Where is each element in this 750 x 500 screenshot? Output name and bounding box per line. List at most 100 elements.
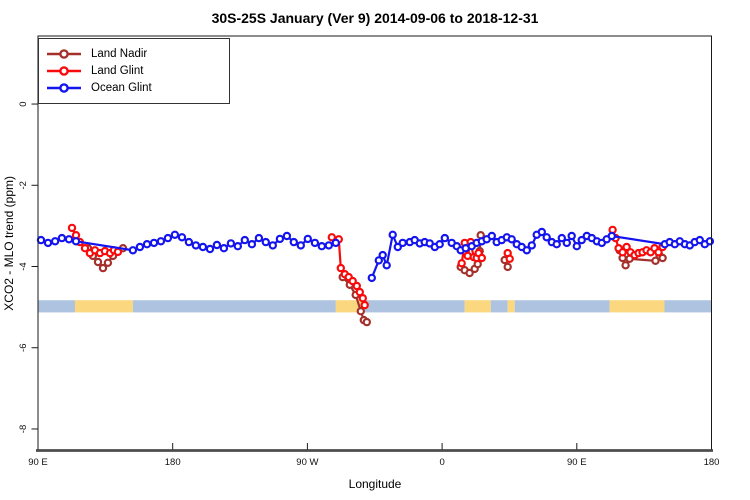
data-point-ocean-glint	[177, 233, 187, 242]
data-point-land-nadir	[465, 268, 474, 278]
data-point-ocean-glint	[567, 231, 576, 241]
data-point-land-nadir	[658, 253, 667, 263]
data-point-ocean-glint	[205, 244, 215, 254]
data-point-land-nadir	[103, 258, 113, 267]
data-point-ocean-glint	[247, 239, 257, 249]
data-point-ocean-glint	[382, 261, 391, 270]
data-point-ocean-glint	[170, 230, 180, 239]
data-point-land-glint	[622, 242, 631, 252]
data-point-ocean-glint	[705, 237, 715, 246]
data-point-land-glint	[80, 243, 90, 253]
surface-band-ocean-segment	[361, 300, 465, 313]
x-tick-label: 0	[439, 457, 444, 468]
data-point-ocean-glint	[378, 250, 387, 260]
legend: Land Nadir Land Glint Ocean Glint	[38, 38, 230, 104]
data-point-land-nadir	[621, 261, 630, 270]
data-point-ocean-glint	[577, 235, 586, 245]
data-point-ocean-glint	[367, 273, 376, 283]
data-point-ocean-glint	[324, 241, 333, 250]
data-point-land-glint	[505, 254, 514, 263]
data-point-ocean-glint	[156, 237, 166, 246]
data-point-ocean-glint	[393, 242, 402, 252]
data-point-land-glint	[360, 300, 369, 310]
data-point-land-glint	[654, 248, 663, 257]
data-point-land-nadir	[98, 263, 108, 273]
y-tick-label: -8	[18, 425, 29, 433]
legend-item-land-nadir: Land Nadir	[46, 46, 229, 62]
data-point-ocean-glint	[261, 237, 270, 247]
data-point-ocean-glint	[149, 238, 159, 248]
data-point-land-glint	[113, 247, 123, 257]
data-point-ocean-glint	[398, 238, 407, 248]
data-point-ocean-glint	[128, 246, 138, 255]
legend-label: Ocean Glint	[91, 82, 152, 94]
data-point-ocean-glint	[191, 241, 201, 250]
y-tick-label: -4	[18, 262, 29, 270]
data-point-ocean-glint	[43, 238, 53, 248]
data-point-ocean-glint	[552, 239, 561, 249]
data-point-ocean-glint	[542, 233, 551, 242]
data-point-ocean-glint	[240, 235, 249, 245]
surface-band-land-segment	[74, 300, 133, 313]
data-point-ocean-glint	[303, 234, 312, 244]
data-point-ocean-glint	[374, 256, 383, 265]
data-point-ocean-glint	[388, 230, 397, 239]
data-point-ocean-glint	[64, 235, 74, 244]
data-point-ocean-glint	[226, 239, 236, 248]
data-point-ocean-glint	[142, 239, 152, 249]
y-tick-label: 0	[18, 101, 29, 106]
surface-band-ocean-segment	[514, 300, 610, 313]
surface-band-ocean-segment	[132, 300, 336, 313]
data-point-ocean-glint	[184, 237, 194, 247]
data-point-ocean-glint	[254, 233, 264, 243]
data-point-ocean-glint	[522, 246, 532, 255]
surface-band-ocean-segment	[490, 300, 508, 313]
data-point-ocean-glint	[57, 233, 67, 243]
data-point-ocean-glint	[557, 233, 567, 243]
data-point-ocean-glint	[198, 242, 208, 252]
data-point-land-glint	[352, 281, 361, 291]
data-point-land-glint	[67, 223, 77, 233]
x-tick-label: 90 E	[28, 457, 48, 468]
surface-band-land-segment	[609, 300, 665, 313]
data-point-ocean-glint	[268, 241, 277, 250]
y-axis-title-text: XCO2 - MLO trend (ppm)	[2, 176, 16, 311]
surface-band-land-segment	[507, 300, 515, 313]
data-point-ocean-glint	[296, 241, 305, 250]
x-tick-label: 90 E	[567, 457, 587, 468]
x-tick-label: 180	[165, 457, 181, 468]
ocean-glint-marker-icon	[47, 83, 81, 93]
surface-band-ocean-segment	[664, 300, 712, 313]
data-point-ocean-glint	[275, 234, 285, 244]
data-point-ocean-glint	[317, 241, 326, 251]
data-point-land-glint	[358, 294, 367, 303]
data-point-ocean-glint	[212, 240, 222, 250]
data-point-land-glint	[477, 253, 486, 263]
data-point-ocean-glint	[440, 233, 449, 243]
data-point-ocean-glint	[219, 243, 229, 253]
legend-item-ocean-glint: Ocean Glint	[46, 80, 229, 96]
data-point-land-nadir	[651, 256, 660, 265]
land-glint-marker-icon	[47, 66, 81, 76]
surface-band-ocean-segment	[38, 300, 75, 313]
data-point-ocean-glint	[487, 231, 496, 241]
data-point-ocean-glint	[572, 241, 582, 251]
data-point-land-glint	[355, 287, 364, 297]
data-point-land-glint	[336, 263, 345, 273]
y-axis-title: XCO2 - MLO trend (ppm)	[0, 36, 18, 451]
x-tick-label: 180	[704, 457, 720, 468]
data-point-ocean-glint	[282, 231, 292, 241]
data-point-ocean-glint	[435, 239, 444, 249]
data-point-ocean-glint	[289, 237, 298, 247]
data-point-ocean-glint	[562, 238, 572, 248]
data-point-land-nadir	[356, 307, 365, 316]
data-point-ocean-glint	[507, 235, 516, 244]
data-point-ocean-glint	[163, 233, 173, 243]
data-point-ocean-glint	[50, 237, 60, 246]
data-point-land-glint	[348, 276, 357, 286]
x-tick-label: 90 W	[296, 457, 318, 468]
y-tick-label: -6	[18, 344, 29, 352]
data-point-ocean-glint	[71, 237, 81, 246]
